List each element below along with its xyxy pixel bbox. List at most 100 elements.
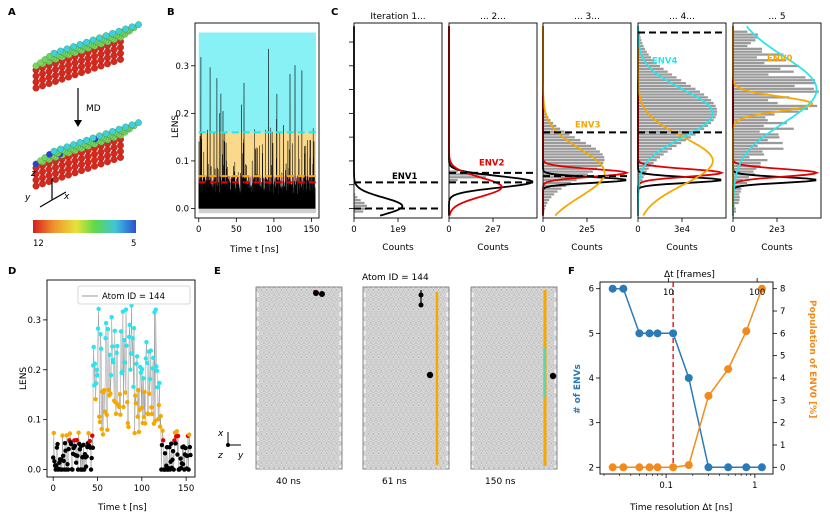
particle bbox=[308, 369, 315, 375]
particle bbox=[423, 364, 429, 370]
particle bbox=[336, 402, 342, 408]
particle bbox=[258, 330, 265, 336]
particle bbox=[413, 287, 419, 293]
particle bbox=[523, 340, 530, 346]
particle bbox=[471, 393, 477, 399]
data-point bbox=[77, 447, 83, 452]
tracked-atom bbox=[319, 291, 325, 297]
particle bbox=[473, 340, 480, 346]
particle bbox=[521, 393, 527, 399]
particle bbox=[390, 349, 397, 355]
particle bbox=[385, 321, 392, 327]
particle bbox=[291, 335, 297, 341]
particle bbox=[496, 393, 502, 399]
histogram-bar bbox=[638, 96, 708, 99]
particle bbox=[378, 412, 384, 418]
particle bbox=[400, 292, 407, 298]
particle bbox=[331, 306, 337, 312]
particle bbox=[491, 460, 497, 466]
particle bbox=[511, 364, 517, 370]
particle bbox=[518, 301, 525, 307]
particle bbox=[398, 335, 404, 341]
particle bbox=[430, 407, 437, 413]
particle bbox=[546, 316, 552, 322]
histogram-bar bbox=[354, 204, 368, 207]
particle bbox=[318, 378, 325, 384]
particle bbox=[498, 349, 505, 355]
particle bbox=[291, 393, 297, 399]
histogram-bar bbox=[733, 79, 816, 82]
particle bbox=[551, 306, 557, 312]
fit-curve bbox=[353, 26, 404, 217]
particle bbox=[256, 431, 262, 437]
particle bbox=[440, 321, 447, 327]
particle bbox=[438, 316, 444, 322]
particle bbox=[398, 364, 404, 370]
particle bbox=[400, 378, 407, 384]
particle bbox=[271, 306, 277, 312]
histogram-bar bbox=[733, 90, 819, 93]
particle bbox=[410, 397, 417, 403]
particle bbox=[501, 431, 507, 437]
particle bbox=[298, 455, 305, 461]
particle bbox=[546, 431, 552, 437]
particle bbox=[301, 460, 307, 466]
particle bbox=[491, 297, 497, 303]
particle bbox=[261, 431, 267, 437]
particle bbox=[331, 460, 337, 466]
particle bbox=[373, 431, 379, 437]
wire-atom-red bbox=[78, 161, 85, 169]
particle bbox=[546, 441, 552, 447]
histogram-bar bbox=[543, 181, 572, 185]
particle bbox=[415, 388, 422, 394]
particle bbox=[266, 297, 272, 303]
particle bbox=[506, 402, 512, 408]
particle bbox=[405, 465, 412, 471]
particle bbox=[271, 441, 277, 447]
particle bbox=[256, 460, 262, 466]
particle bbox=[503, 292, 510, 298]
particle bbox=[536, 402, 542, 408]
particle bbox=[261, 354, 267, 360]
particle bbox=[473, 436, 480, 442]
particle bbox=[383, 421, 389, 427]
particle bbox=[298, 465, 305, 471]
particle bbox=[278, 301, 285, 307]
particle bbox=[333, 445, 340, 451]
data-point bbox=[55, 441, 60, 447]
particle bbox=[395, 455, 402, 461]
particle bbox=[370, 301, 377, 307]
particle bbox=[496, 431, 502, 437]
particle bbox=[521, 316, 527, 322]
particle bbox=[261, 402, 267, 408]
data-point bbox=[76, 430, 81, 435]
particle bbox=[388, 335, 394, 341]
data-point bbox=[103, 336, 108, 341]
wire-atom-surface bbox=[89, 36, 97, 44]
particle bbox=[531, 383, 537, 389]
particle bbox=[281, 306, 287, 312]
particle bbox=[405, 311, 412, 317]
particle bbox=[531, 393, 537, 399]
particle bbox=[501, 354, 507, 360]
y2-tick-label: 4 bbox=[780, 374, 785, 384]
env-label: ENV2 bbox=[479, 159, 504, 169]
particle bbox=[405, 436, 412, 442]
wire-atom-red bbox=[45, 166, 53, 174]
particle bbox=[408, 373, 414, 379]
particle bbox=[526, 431, 532, 437]
particle bbox=[526, 441, 532, 447]
particle bbox=[316, 325, 322, 331]
particle bbox=[408, 393, 414, 399]
particle bbox=[408, 297, 414, 303]
particle bbox=[336, 297, 342, 303]
particle bbox=[523, 301, 530, 307]
particle bbox=[263, 445, 270, 451]
particle bbox=[533, 321, 540, 327]
particle bbox=[385, 349, 392, 355]
data-point bbox=[108, 391, 113, 396]
particle bbox=[313, 465, 320, 471]
particle bbox=[313, 369, 320, 375]
particle bbox=[258, 301, 265, 307]
particle bbox=[278, 311, 285, 317]
